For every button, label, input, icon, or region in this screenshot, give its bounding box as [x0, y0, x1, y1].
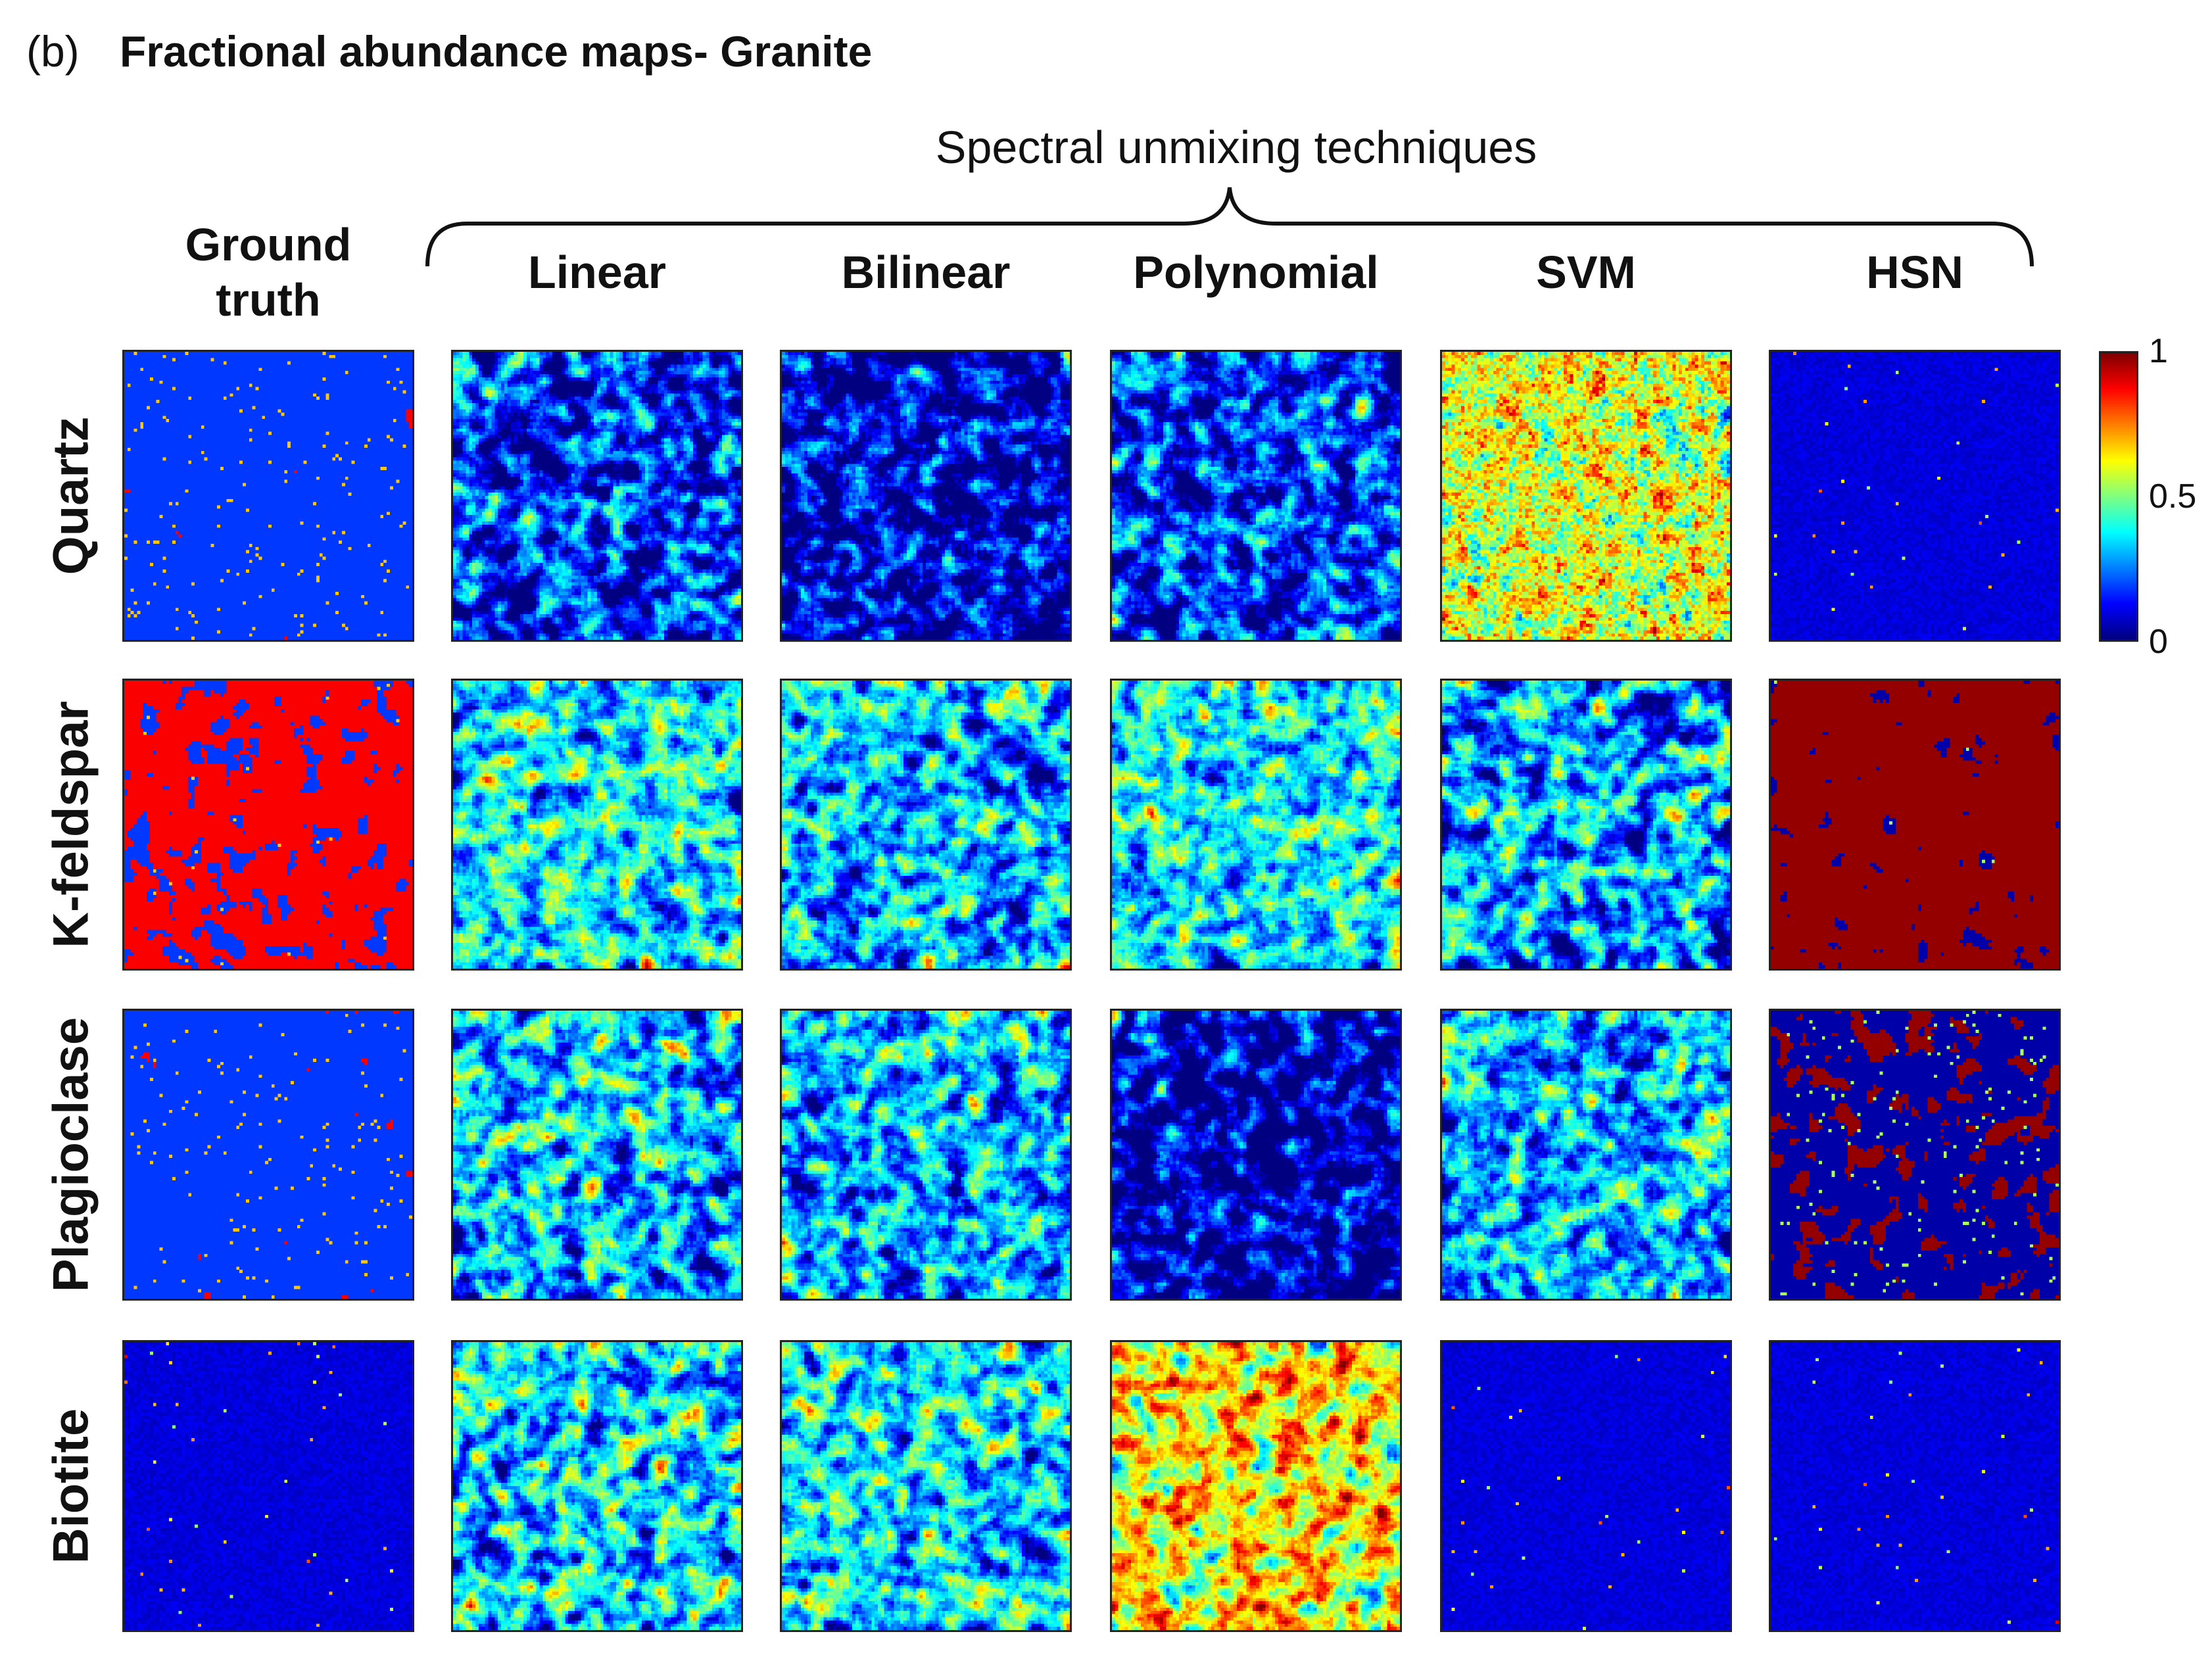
abundance-map-canvas: [1771, 1011, 2059, 1299]
abundance-map-quartz-svm: [1440, 350, 1732, 642]
abundance-map-canvas: [1771, 1342, 2059, 1630]
abundance-map-canvas: [453, 352, 741, 640]
abundance-map-canvas: [1112, 1011, 1400, 1299]
column-header-line: truth: [216, 274, 321, 325]
colorbar-tick-label: 0.5: [2149, 477, 2197, 516]
row-label-kfeldspar: K-feldspar: [43, 701, 99, 948]
column-header-hsn: HSN: [1866, 245, 1963, 300]
abundance-map-canvas: [124, 681, 412, 969]
abundance-map-canvas: [1771, 352, 2059, 640]
abundance-map-plagioclase-linear: [451, 1009, 743, 1301]
abundance-map-quartz-linear: [451, 350, 743, 642]
abundance-map-plagioclase-polynomial: [1110, 1009, 1402, 1301]
column-header-gt: Ground truth: [185, 217, 352, 327]
abundance-map-canvas: [782, 1011, 1070, 1299]
column-header-linear: Linear: [528, 245, 666, 300]
group-brace: [425, 187, 2034, 267]
column-header-line: Ground: [185, 219, 352, 270]
panel-label: (b): [26, 27, 80, 76]
abundance-map-canvas: [1442, 1011, 1730, 1299]
abundance-map-plagioclase-bilinear: [780, 1009, 1072, 1301]
abundance-map-plagioclase-hsn: [1769, 1009, 2061, 1301]
abundance-map-quartz-gt: [122, 350, 414, 642]
column-header-svm: SVM: [1536, 245, 1636, 300]
abundance-map-biotite-gt: [122, 1340, 414, 1632]
abundance-map-canvas: [1112, 352, 1400, 640]
abundance-map-canvas: [124, 1342, 412, 1630]
figure-title: Fractional abundance maps- Granite: [120, 27, 873, 76]
abundance-map-canvas: [1112, 681, 1400, 969]
abundance-map-canvas: [1442, 352, 1730, 640]
abundance-map-kfeldspar-gt: [122, 679, 414, 971]
abundance-map-kfeldspar-bilinear: [780, 679, 1072, 971]
column-header-line: HSN: [1866, 247, 1963, 298]
abundance-map-canvas: [782, 681, 1070, 969]
abundance-map-canvas: [1112, 1342, 1400, 1630]
row-label-plagioclase: Plagioclase: [43, 1017, 99, 1293]
abundance-map-canvas: [1771, 681, 2059, 969]
abundance-map-canvas: [453, 1011, 741, 1299]
abundance-map-canvas: [782, 352, 1070, 640]
abundance-map-canvas: [124, 1011, 412, 1299]
abundance-map-canvas: [124, 352, 412, 640]
row-label-biotite: Biotite: [43, 1408, 99, 1564]
abundance-map-canvas: [1442, 1342, 1730, 1630]
abundance-map-kfeldspar-linear: [451, 679, 743, 971]
abundance-map-plagioclase-gt: [122, 1009, 414, 1301]
abundance-map-quartz-bilinear: [780, 350, 1072, 642]
column-header-bilinear: Bilinear: [842, 245, 1011, 300]
abundance-map-canvas: [453, 1342, 741, 1630]
column-header-line: SVM: [1536, 247, 1636, 298]
group-label: Spectral unmixing techniques: [935, 122, 1537, 173]
column-header-line: Polynomial: [1133, 247, 1379, 298]
abundance-map-biotite-linear: [451, 1340, 743, 1632]
abundance-map-kfeldspar-hsn: [1769, 679, 2061, 971]
column-header-line: Linear: [527, 247, 667, 298]
row-label-quartz: Quartz: [43, 416, 99, 575]
abundance-map-kfeldspar-polynomial: [1110, 679, 1402, 971]
abundance-map-biotite-polynomial: [1110, 1340, 1402, 1632]
column-header-line: Bilinear: [841, 247, 1011, 298]
abundance-map-biotite-hsn: [1769, 1340, 2061, 1632]
abundance-map-quartz-hsn: [1769, 350, 2061, 642]
abundance-map-biotite-svm: [1440, 1340, 1732, 1632]
column-header-polynomial: Polynomial: [1133, 245, 1378, 300]
abundance-map-canvas: [453, 681, 741, 969]
abundance-map-quartz-polynomial: [1110, 350, 1402, 642]
abundance-map-biotite-bilinear: [780, 1340, 1072, 1632]
abundance-map-canvas: [1442, 681, 1730, 969]
colorbar-tick-label: 1: [2149, 332, 2168, 370]
colorbar: [2099, 351, 2138, 642]
abundance-map-kfeldspar-svm: [1440, 679, 1732, 971]
colorbar-tick-label: 0: [2149, 623, 2168, 661]
abundance-map-canvas: [782, 1342, 1070, 1630]
abundance-map-plagioclase-svm: [1440, 1009, 1732, 1301]
